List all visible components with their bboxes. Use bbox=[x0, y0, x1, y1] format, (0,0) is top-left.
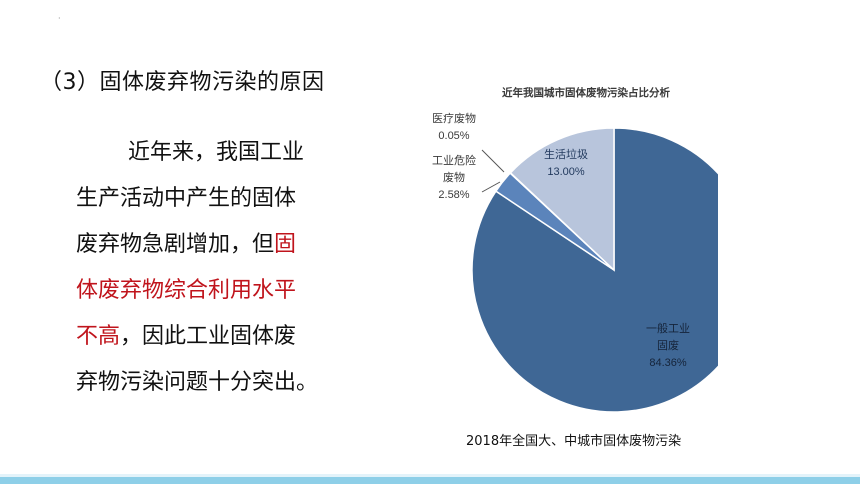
chart-title: 近年我国城市固体废物污染占比分析 bbox=[502, 86, 670, 99]
slide-marker: · bbox=[58, 14, 61, 23]
slice-category-label: 一般工业 bbox=[646, 322, 690, 335]
highlight-text: 不高 bbox=[76, 324, 121, 349]
slice-value-label: 2.58% bbox=[438, 189, 469, 201]
chart-caption: 2018年全国大、中城市固体废物污染 bbox=[466, 434, 682, 449]
paragraph-line-5: 不高，因此工业固体废 bbox=[76, 324, 297, 349]
paragraph-line-4: 体废弃物综合利用水平 bbox=[76, 278, 297, 303]
slice-category-label: 医疗废物 bbox=[432, 111, 476, 125]
slice-category-label: 生活垃圾 bbox=[544, 147, 588, 161]
pie-chart: 近年我国城市固体废物污染占比分析 一般工业固废 84.36% 工业危险废物 2.58%… bbox=[418, 80, 718, 420]
slice-value-label: 13.00% bbox=[547, 166, 585, 178]
paragraph-line-3: 废弃物急剧增加，但固 bbox=[76, 232, 297, 257]
pie-slice bbox=[509, 127, 615, 272]
section-heading: （3）固体废弃物污染的原因 bbox=[40, 70, 325, 95]
slice-value-label: 0.05% bbox=[438, 130, 469, 142]
bottom-bar bbox=[0, 477, 860, 484]
paragraph-line-6: 弃物污染问题十分突出。 bbox=[76, 370, 319, 395]
paragraph-line-2: 生产活动中产生的固体 bbox=[76, 186, 297, 211]
leader-line bbox=[481, 181, 501, 193]
leader-line bbox=[481, 149, 505, 173]
pie-slice bbox=[471, 127, 718, 413]
bottom-bar-highlight bbox=[0, 474, 860, 477]
slice-category-label: 工业危险 bbox=[432, 153, 476, 167]
slice-category-label: 固废 bbox=[657, 338, 679, 352]
highlight-text: 固 bbox=[274, 232, 297, 257]
body-paragraph: 近年来，我国工业 生产活动中产生的固体 废弃物急剧增加，但固 体废弃物综合利用水… bbox=[76, 130, 346, 406]
slice-value-label: 84.36% bbox=[649, 357, 687, 369]
paragraph-line-1: 近年来，我国工业 bbox=[128, 140, 305, 165]
slice-category-label: 废物 bbox=[443, 170, 465, 184]
